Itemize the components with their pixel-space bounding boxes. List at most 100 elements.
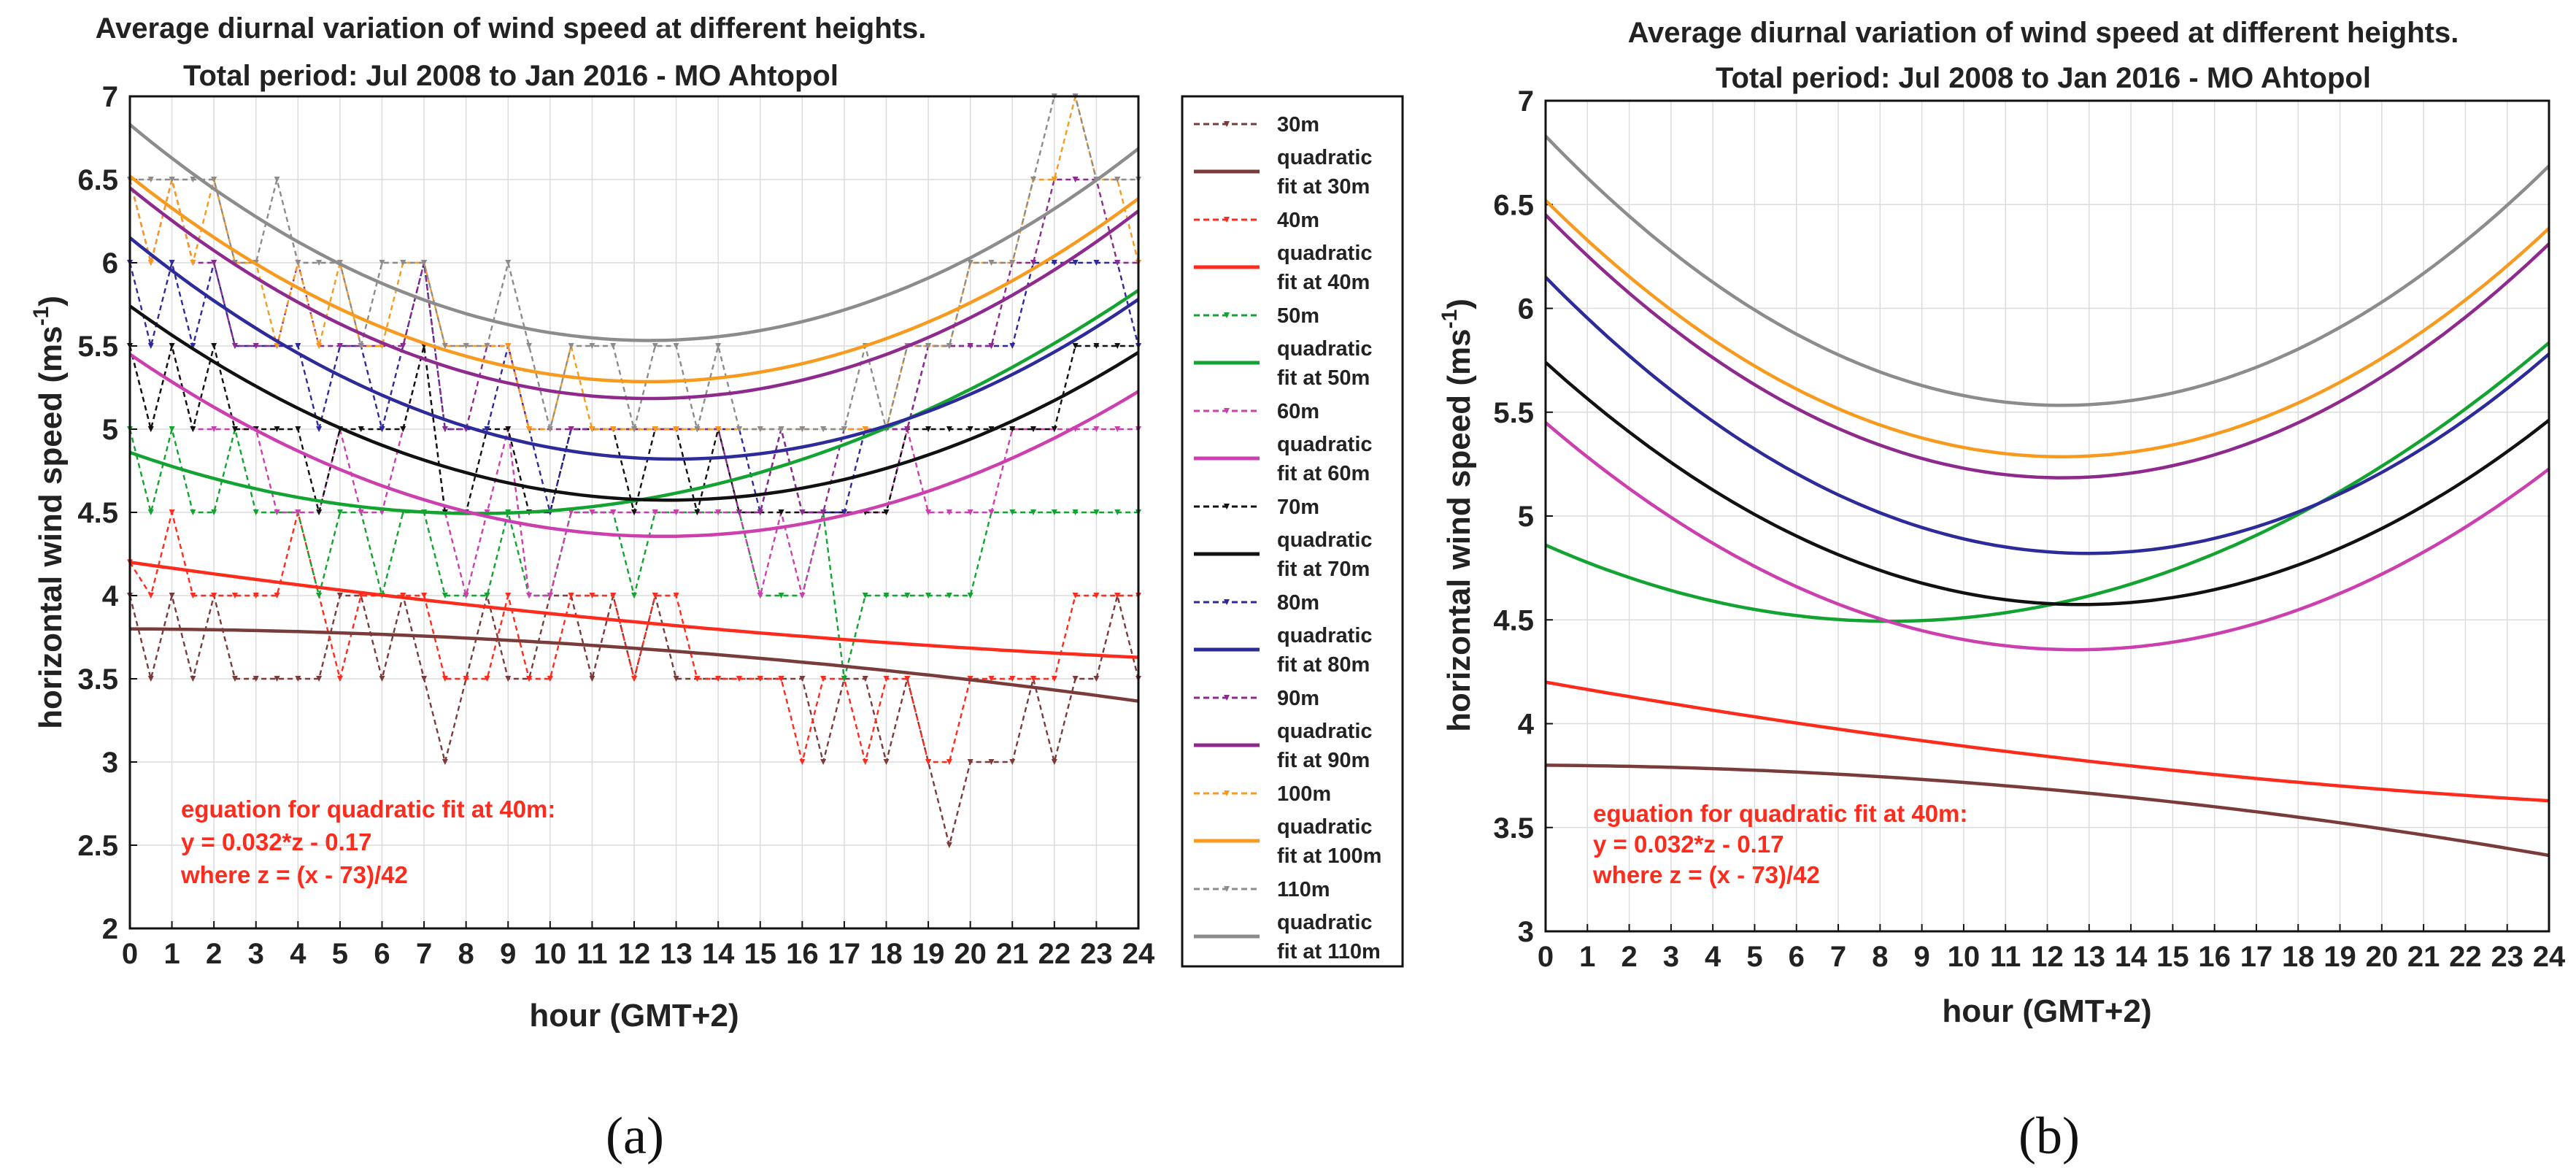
legend-marker — [1224, 217, 1230, 223]
data-point-70m — [358, 426, 364, 432]
data-point-70m — [1114, 343, 1121, 349]
fit-line-quadratic-fit-at-30m — [129, 627, 1139, 703]
panel-b-x-tick-label: 24 — [2533, 941, 2566, 973]
data-point-30m — [421, 676, 428, 682]
panel-b-fit-at-110m — [1544, 134, 2550, 407]
panel-a-x-tick-label: 4 — [290, 938, 306, 970]
data-point-30m — [946, 842, 952, 848]
panel-b-annotation-line-1: eguation for quadratic fit at 40m: — [1593, 800, 1967, 827]
panel-a-y-tick-labels: 2 2.5 3 3.5 4 4.5 5 5.5 6 6.5 7 — [77, 81, 118, 945]
legend-item: quadratic fit at 70m — [1194, 528, 1373, 581]
data-point-30m — [673, 676, 679, 682]
data-point-70m — [1093, 343, 1100, 349]
data-point-40m — [505, 593, 512, 599]
data-point-70m — [946, 426, 952, 432]
legend-item: 70m — [1194, 496, 1319, 519]
data-point-110m — [295, 260, 301, 266]
data-point-110m — [568, 343, 574, 349]
data-point-100m — [589, 426, 595, 432]
panel-a-y-tick-label: 5 — [102, 414, 118, 446]
data-point-90m — [820, 509, 827, 515]
data-point-50m — [211, 509, 217, 515]
data-point-60m — [568, 509, 574, 515]
data-point-100m — [715, 426, 722, 432]
data-point-100m — [610, 426, 617, 432]
panel-b-y-tick-label: 5.5 — [1493, 397, 1534, 429]
panel-b-title-line-2: Total period: Jul 2008 to Jan 2016 - MO … — [1716, 62, 2371, 94]
panel-b-fit-at-80m — [1544, 276, 2550, 555]
legend-label: fit at 90m — [1277, 749, 1370, 772]
data-point-30m — [967, 759, 973, 765]
panel-a-x-tick-label: 15 — [744, 938, 777, 970]
data-point-100m — [1051, 177, 1057, 182]
panel-b-x-tick-label: 6 — [1789, 941, 1805, 973]
legend-label: 100m — [1277, 782, 1331, 806]
panel-b-y-tick-label: 3 — [1518, 916, 1534, 948]
panel-a-x-tick-label: 2 — [206, 938, 222, 970]
panel-a-x-tick-labels: 0 1 2 3 4 5 6 7 8 9 10 11 12 13 14 15 16 17 18 19 20 21 22 23 24 — [122, 938, 1155, 970]
panel-b-y-tick-labels: 3 3.5 4 4.5 5 5.5 6 6.5 7 — [1493, 85, 1534, 948]
panel-a-y-axis-label-end: ) — [33, 296, 69, 307]
data-point-110m — [421, 260, 428, 266]
data-point-40m — [778, 676, 784, 682]
data-point-80m — [379, 426, 385, 432]
panel-a-x-tick-label: 3 — [248, 938, 264, 970]
data-point-40m — [715, 676, 722, 682]
fit-line-quadratic-fit-at-110m — [128, 123, 1140, 342]
panel-a-x-tick-label: 7 — [416, 938, 432, 970]
data-point-50m — [631, 593, 637, 599]
panel-b-x-tick-label: 22 — [2449, 941, 2482, 973]
data-point-60m — [610, 509, 617, 515]
data-point-40m — [252, 593, 259, 599]
data-point-70m — [505, 426, 512, 432]
legend-item: quadratic fit at 60m — [1194, 433, 1373, 485]
panel-b-x-axis-label: hour (GMT+2) — [1942, 993, 2151, 1029]
data-point-80m — [147, 343, 154, 349]
data-point-80m — [316, 426, 323, 432]
data-point-70m — [316, 509, 323, 515]
panel-b-x-tick-label: 20 — [2366, 941, 2399, 973]
data-point-80m — [841, 509, 847, 515]
data-point-60m — [526, 593, 533, 599]
legend-label: quadratic — [1277, 624, 1373, 647]
data-point-40m — [862, 759, 868, 765]
fit-line-quadratic-fit-at-100m — [128, 174, 1140, 384]
data-point-70m — [925, 426, 932, 432]
legend-item: quadratic fit at 90m — [1194, 720, 1373, 772]
legend-marker — [1224, 312, 1230, 318]
legend-label: quadratic — [1277, 528, 1373, 552]
data-point-110m — [400, 260, 406, 266]
data-point-110m — [799, 426, 806, 432]
panel-b-y-tick-label: 3.5 — [1493, 812, 1534, 844]
data-point-60m — [715, 509, 722, 515]
data-point-110m — [274, 177, 280, 182]
data-point-70m — [631, 509, 637, 515]
data-point-110m — [379, 260, 385, 266]
panel-a-annotation-line-1: eguation for quadratic fit at 40m: — [181, 796, 555, 823]
data-point-70m — [967, 426, 973, 432]
panel-b-fit-at-50m — [1545, 341, 2550, 623]
data-point-70m — [400, 426, 406, 432]
data-point-90m — [211, 260, 217, 266]
data-point-110m — [589, 343, 595, 349]
data-point-100m — [316, 343, 323, 349]
data-point-110m — [610, 343, 617, 349]
data-point-40m — [883, 676, 890, 682]
data-point-60m — [925, 509, 932, 515]
panel-a-y-tick-label: 4.5 — [77, 497, 118, 529]
data-point-60m — [652, 509, 658, 515]
panel-b-x-tick-label: 8 — [1872, 941, 1888, 973]
data-point-40m — [169, 509, 175, 515]
panel-a-x-tick-label: 9 — [500, 938, 516, 970]
data-point-40m — [1093, 593, 1100, 599]
data-point-90m — [1030, 260, 1037, 266]
data-point-30m — [589, 676, 595, 682]
data-point-40m — [904, 676, 911, 682]
panel-a-label: (a) — [606, 1107, 664, 1165]
data-point-40m — [988, 676, 995, 682]
data-point-110m — [1114, 177, 1121, 182]
data-point-30m — [295, 676, 301, 682]
data-point-40m — [547, 676, 553, 682]
panel-a-y-axis-label-main: horizontal wind speed (ms — [33, 326, 69, 729]
panel-b-y-axis-label-end: ) — [1441, 299, 1477, 309]
